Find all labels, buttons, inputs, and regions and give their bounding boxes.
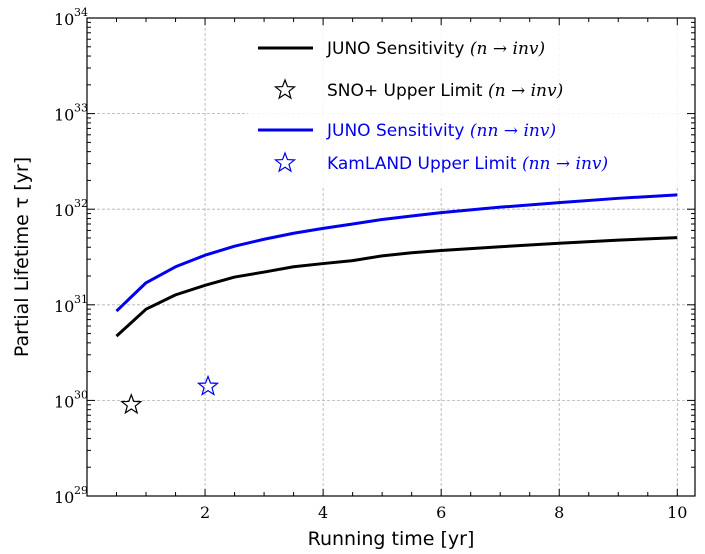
y-tick-label: 10 29 — [54, 484, 88, 507]
y-tick-exponent: 30 — [74, 388, 88, 401]
legend-label: SNO+ Upper Limit (n → inv) — [327, 81, 563, 101]
legend-star-swatch — [273, 151, 297, 173]
y-tick-exponent: 31 — [74, 293, 88, 306]
legend-box — [248, 28, 686, 186]
x-axis-label: Running time [yr] — [308, 528, 475, 550]
legend: JUNO Sensitivity (n → inv)SNO+ Upper Lim… — [248, 28, 686, 186]
legend-entry-2: JUNO Sensitivity (nn → inv) — [258, 121, 556, 141]
x-tick-label: 8 — [554, 503, 564, 522]
y-tick-base: 10 — [54, 392, 74, 411]
x-tick-label: 2 — [200, 503, 210, 522]
legend-label-text: JUNO Sensitivity — [326, 121, 470, 141]
legend-entry-3: KamLAND Upper Limit (nn → inv) — [273, 151, 608, 174]
y-axis-label: Partial Lifetime τ [yr] — [11, 157, 33, 357]
y-tick-label: 10 34 — [54, 6, 88, 29]
y-tick-base: 10 — [54, 10, 74, 29]
series-layer — [115, 193, 678, 415]
y-tick-exponent: 32 — [74, 197, 88, 210]
legend-entry-0: JUNO Sensitivity (n → inv) — [258, 39, 545, 59]
legend-label-math: (n → inv) — [470, 39, 545, 59]
x-tick-label: 10 — [667, 503, 687, 522]
plot-frame — [86, 17, 696, 497]
y-tick-base: 10 — [54, 297, 74, 316]
legend-label-math: (n → inv) — [488, 81, 563, 101]
legend-label-text: SNO+ Upper Limit — [327, 81, 488, 101]
y-tick-label: 10 32 — [54, 197, 88, 220]
x-tick-labels: 2 4 6 8 10 — [200, 503, 688, 522]
legend-label-text: KamLAND Upper Limit — [327, 154, 522, 174]
series-line-2 — [115, 193, 678, 313]
legend-label-math: (nn → inv) — [522, 154, 608, 174]
legend-entry-1: SNO+ Upper Limit (n → inv) — [273, 78, 563, 101]
legend-label: KamLAND Upper Limit (nn → inv) — [327, 154, 608, 174]
legend-label-text: JUNO Sensitivity — [326, 39, 470, 59]
y-tick-exponent: 29 — [74, 484, 88, 497]
y-tick-label: 10 30 — [54, 388, 88, 411]
legend-label: JUNO Sensitivity (nn → inv) — [326, 121, 556, 141]
y-tick-base: 10 — [54, 201, 74, 220]
star-marker-1 — [120, 393, 143, 415]
legend-star-swatch — [273, 78, 297, 100]
legend-label-math: (nn → inv) — [470, 121, 556, 141]
x-tick-label: 6 — [436, 503, 446, 522]
y-tick-label: 10 31 — [54, 293, 88, 316]
y-tick-base: 10 — [54, 106, 74, 125]
y-tick-exponent: 34 — [74, 6, 88, 19]
series-line-0 — [115, 236, 678, 338]
y-tick-base: 10 — [54, 488, 74, 507]
legend-label: JUNO Sensitivity (n → inv) — [326, 39, 545, 59]
y-tick-label: 10 33 — [54, 102, 88, 125]
star-marker-3 — [196, 374, 220, 396]
y-tick-exponent: 33 — [74, 102, 88, 115]
x-tick-label: 4 — [318, 503, 328, 522]
ticks — [87, 17, 695, 497]
